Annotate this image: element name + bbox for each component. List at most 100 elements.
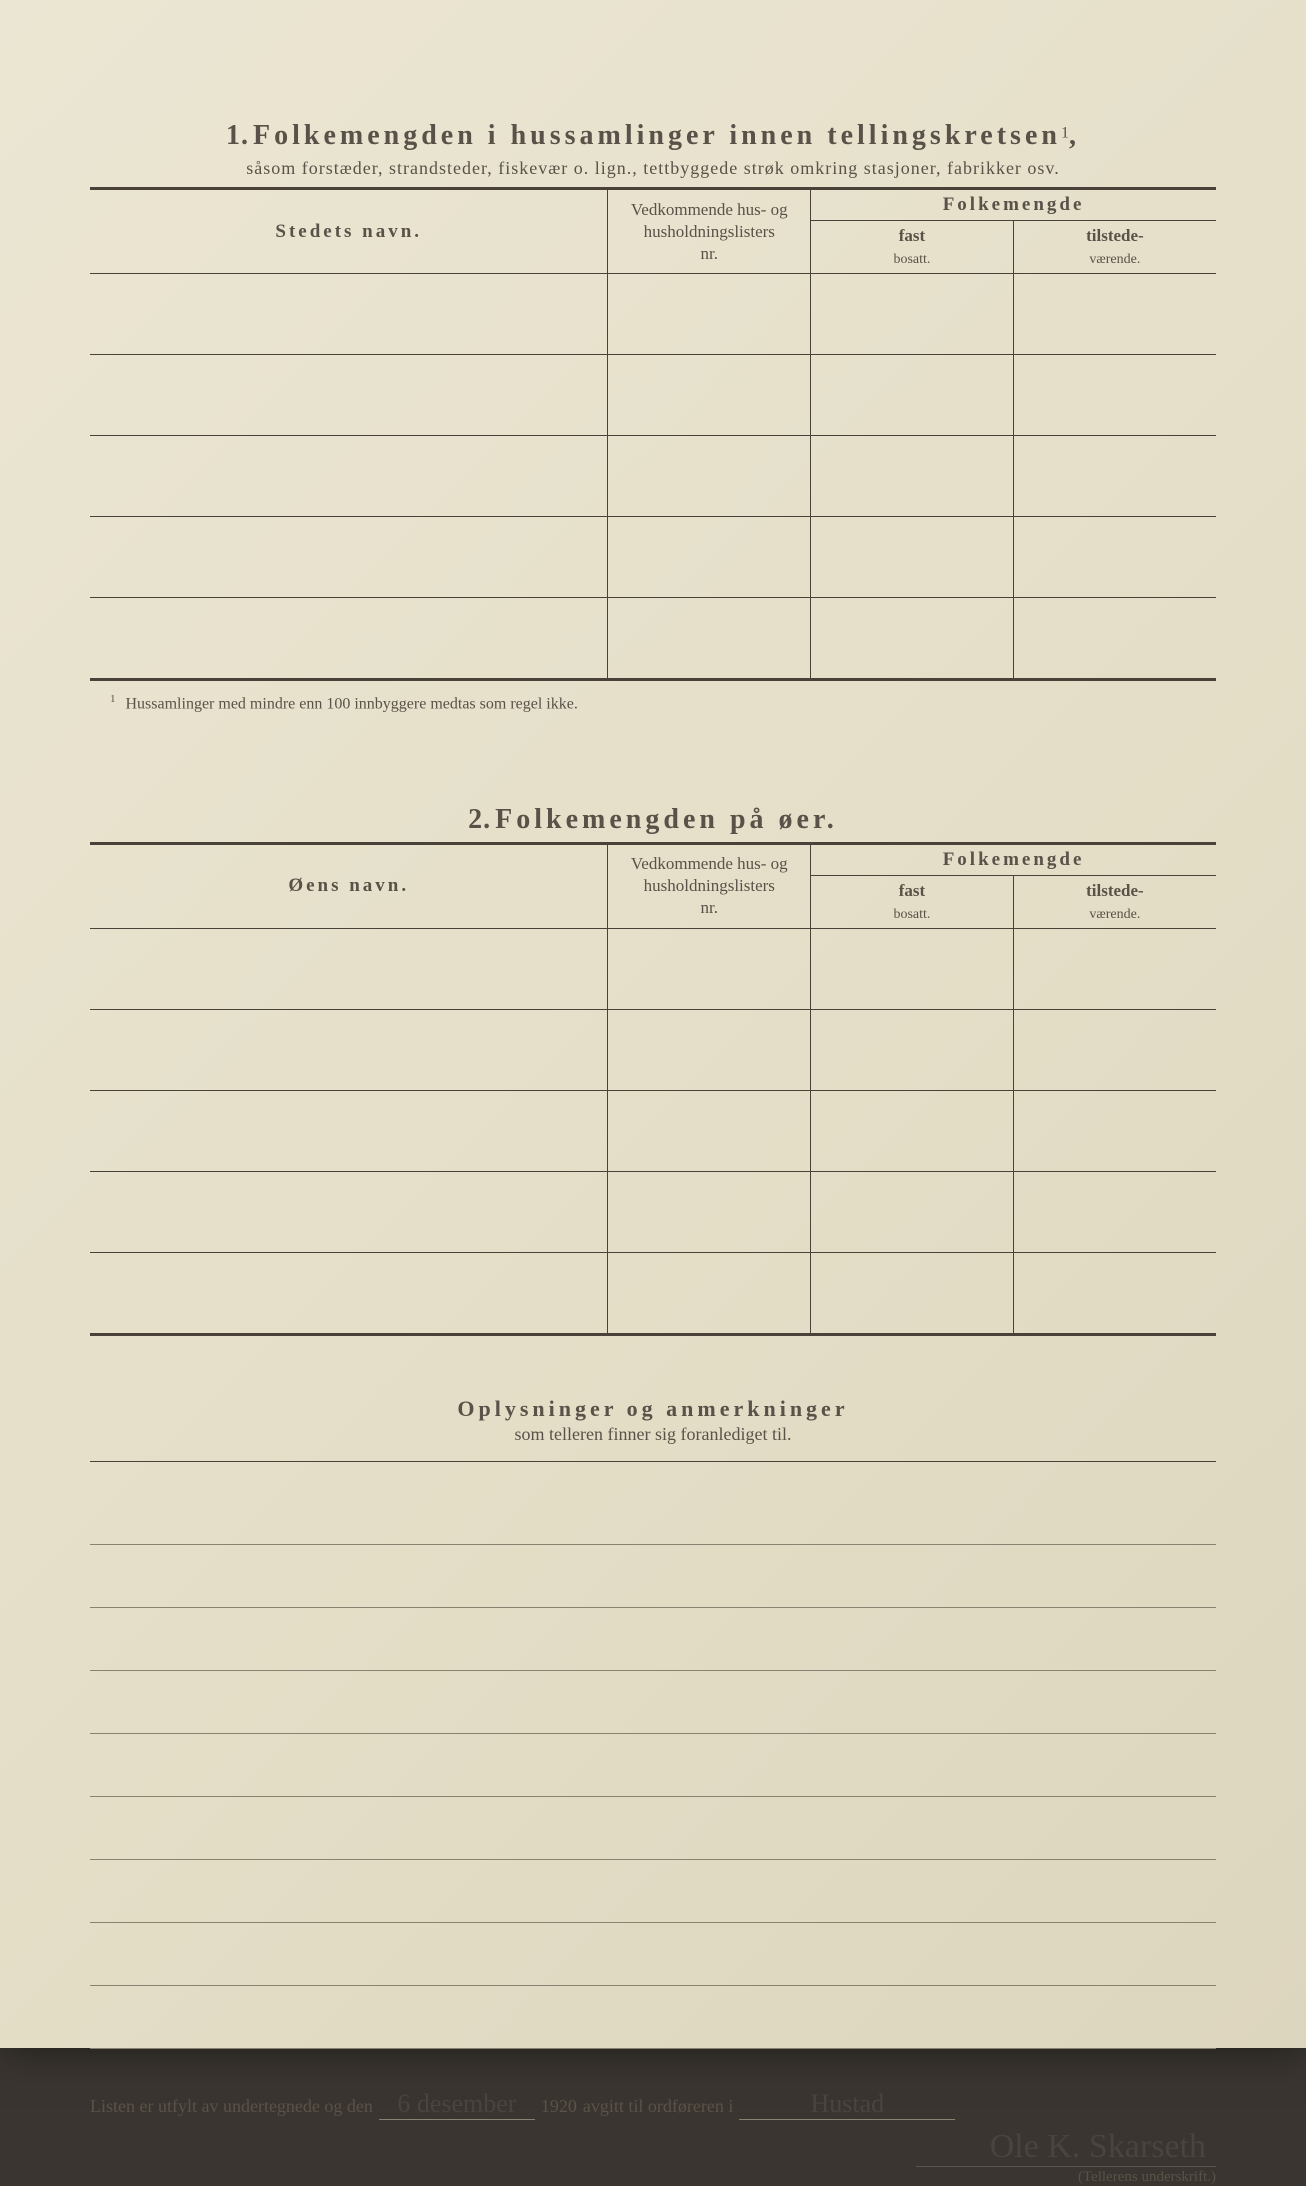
col-header-til2: værende.: [1089, 252, 1140, 267]
section2-table: Øens navn. Vedkommende hus- og husholdni…: [90, 845, 1216, 1333]
col-header-til2: værende.: [1089, 907, 1140, 922]
col-header-til1: tilstede-: [1086, 881, 1144, 900]
table-cell: [1013, 274, 1216, 355]
section3-title: Oplysninger og anmerkninger: [90, 1396, 1216, 1422]
col-header-fast1: fast: [899, 226, 925, 245]
rule: [90, 1461, 1216, 1462]
table-cell: [811, 436, 1014, 517]
sig-middle: avgitt til ordføreren i: [583, 2096, 733, 2117]
section2-tbody: [90, 928, 1216, 1333]
table-cell: [1013, 1171, 1216, 1252]
col-header-nr2: husholdningslisters: [644, 876, 775, 895]
table-cell: [811, 355, 1014, 436]
ruled-line: [90, 1797, 1216, 1860]
rule: [90, 678, 1216, 681]
section2-title: 2. Folkemengden på øer.: [90, 804, 1216, 836]
table-cell: [90, 274, 608, 355]
ruled-line: [90, 1923, 1216, 1986]
sig-date-handwritten: 6 desember: [379, 2089, 535, 2120]
table-cell: [1013, 436, 1216, 517]
col-header-nr1: Vedkommende hus- og: [631, 854, 788, 873]
ruled-line: [90, 1545, 1216, 1608]
table-cell: [608, 1009, 811, 1090]
table-cell: [1013, 598, 1216, 679]
col-header-name: Stedets navn.: [275, 221, 422, 242]
table-cell: [608, 355, 811, 436]
ruled-line: [90, 1860, 1216, 1923]
table-cell: [811, 1171, 1014, 1252]
signature-block: Ole K. Skarseth (Tellerens underskrift.): [90, 2128, 1216, 2186]
sig-prefix: Listen er utfylt av undertegnede og den: [90, 2096, 373, 2117]
section1-title-punct: ,: [1069, 120, 1080, 151]
sig-year: 1920: [541, 2096, 577, 2117]
table-cell: [811, 598, 1014, 679]
section1-number: 1.: [226, 120, 249, 151]
ruled-line: [90, 1482, 1216, 1545]
table-cell: [608, 1090, 811, 1171]
rule: [90, 1333, 1216, 1336]
table-cell: [608, 598, 811, 679]
table-cell: [811, 274, 1014, 355]
col-header-nr2: husholdningslisters: [644, 222, 775, 241]
section1-subtitle: såsom forstæder, strandsteder, fiskevær …: [90, 158, 1216, 179]
table-cell: [90, 598, 608, 679]
table-cell: [90, 436, 608, 517]
table-cell: [1013, 1252, 1216, 1333]
table-cell: [811, 1252, 1014, 1333]
table-cell: [1013, 1009, 1216, 1090]
sig-caption: (Tellerens underskrift.): [90, 2169, 1216, 2186]
table-cell: [90, 355, 608, 436]
table-cell: [1013, 517, 1216, 598]
table-cell: [608, 436, 811, 517]
table-cell: [811, 1090, 1014, 1171]
section3-subtitle: som telleren finner sig foranlediget til…: [90, 1424, 1216, 1445]
section1-main-title: Folkemengden i hussamlinger innen tellin…: [253, 120, 1061, 151]
table-cell: [608, 1171, 811, 1252]
section1-title-sup: 1: [1061, 125, 1069, 142]
ruled-line: [90, 1986, 1216, 2049]
table-cell: [1013, 928, 1216, 1009]
table-cell: [90, 517, 608, 598]
table-cell: [811, 928, 1014, 1009]
sig-place-handwritten: Hustad: [739, 2089, 955, 2120]
section2-main-title: Folkemengden på øer.: [495, 804, 838, 835]
section3: Oplysninger og anmerkninger som telleren…: [90, 1396, 1216, 2049]
ruled-line: [90, 1608, 1216, 1671]
col-header-fast1: fast: [899, 881, 925, 900]
table-cell: [90, 1090, 608, 1171]
col-header-pop: Folkemengde: [943, 849, 1085, 870]
section2: 2. Folkemengden på øer. Øens navn. Vedko…: [90, 804, 1216, 1336]
table-cell: [1013, 355, 1216, 436]
col-header-fast2: bosatt.: [893, 252, 930, 267]
table-cell: [90, 1252, 608, 1333]
section1-tbody: [90, 274, 1216, 679]
ruled-line: [90, 1734, 1216, 1797]
document-page: 1. Folkemengden i hussamlinger innen tel…: [0, 0, 1306, 2048]
section1-title: 1. Folkemengden i hussamlinger innen tel…: [90, 120, 1216, 152]
col-header-pop: Folkemengde: [943, 194, 1085, 215]
table-cell: [1013, 1090, 1216, 1171]
table-cell: [90, 928, 608, 1009]
col-header-name: Øens navn.: [288, 875, 409, 896]
col-header-til1: tilstede-: [1086, 226, 1144, 245]
section1-footnote: 1 Hussamlinger med mindre enn 100 innbyg…: [90, 693, 1216, 713]
table-cell: [608, 517, 811, 598]
table-cell: [608, 1252, 811, 1333]
table-cell: [90, 1171, 608, 1252]
signature-line: Listen er utfylt av undertegnede og den …: [90, 2089, 1216, 2120]
col-header-fast2: bosatt.: [893, 907, 930, 922]
section1-table: Stedets navn. Vedkommende hus- og hushol…: [90, 190, 1216, 678]
table-cell: [811, 517, 1014, 598]
table-cell: [608, 928, 811, 1009]
notes-lines: [90, 1482, 1216, 2049]
footnote-num: 1: [110, 693, 116, 705]
ruled-line: [90, 1671, 1216, 1734]
table-cell: [90, 1009, 608, 1090]
sig-name-handwritten: Ole K. Skarseth: [916, 2128, 1216, 2167]
table-cell: [608, 274, 811, 355]
col-header-nr1: Vedkommende hus- og: [631, 200, 788, 219]
table-cell: [811, 1009, 1014, 1090]
col-header-nr3: nr.: [701, 898, 718, 917]
section2-number: 2.: [468, 804, 491, 835]
footnote-text: Hussamlinger med mindre enn 100 innbygge…: [126, 696, 578, 713]
